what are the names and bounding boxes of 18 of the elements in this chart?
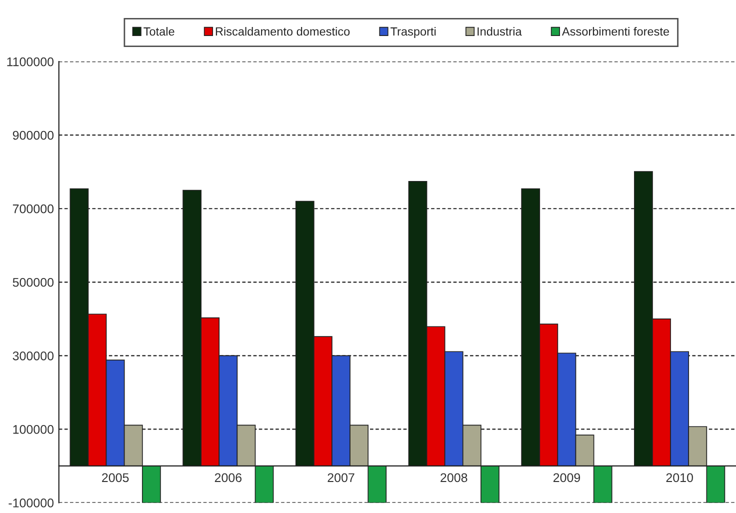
- legend-label: Assorbimenti foreste: [562, 26, 670, 36]
- x-tick-label: 2006: [214, 473, 242, 482]
- x-tick-label: 2009: [553, 473, 580, 482]
- x-tick-label: 2008: [440, 473, 468, 482]
- y-tick-label: 100000: [13, 425, 54, 434]
- y-tick-label: 300000: [12, 351, 54, 360]
- legend-label: Totale: [144, 26, 174, 36]
- legend-label: Industria: [478, 26, 522, 36]
- y-tick-label: 900000: [12, 130, 54, 140]
- y-tick-label: -100000: [8, 498, 54, 508]
- y-tick-label: 700000: [12, 204, 54, 214]
- legend-label: Riscaldamento domestico: [216, 26, 350, 36]
- x-tick-label: 2007: [328, 473, 354, 482]
- y-tick-label: 500000: [12, 278, 54, 287]
- y-tick-label: 1100000: [7, 57, 54, 66]
- x-tick-label: 2010: [666, 473, 693, 482]
- x-tick-label: 2005: [102, 473, 129, 482]
- legend-label: Trasporti: [390, 26, 436, 38]
